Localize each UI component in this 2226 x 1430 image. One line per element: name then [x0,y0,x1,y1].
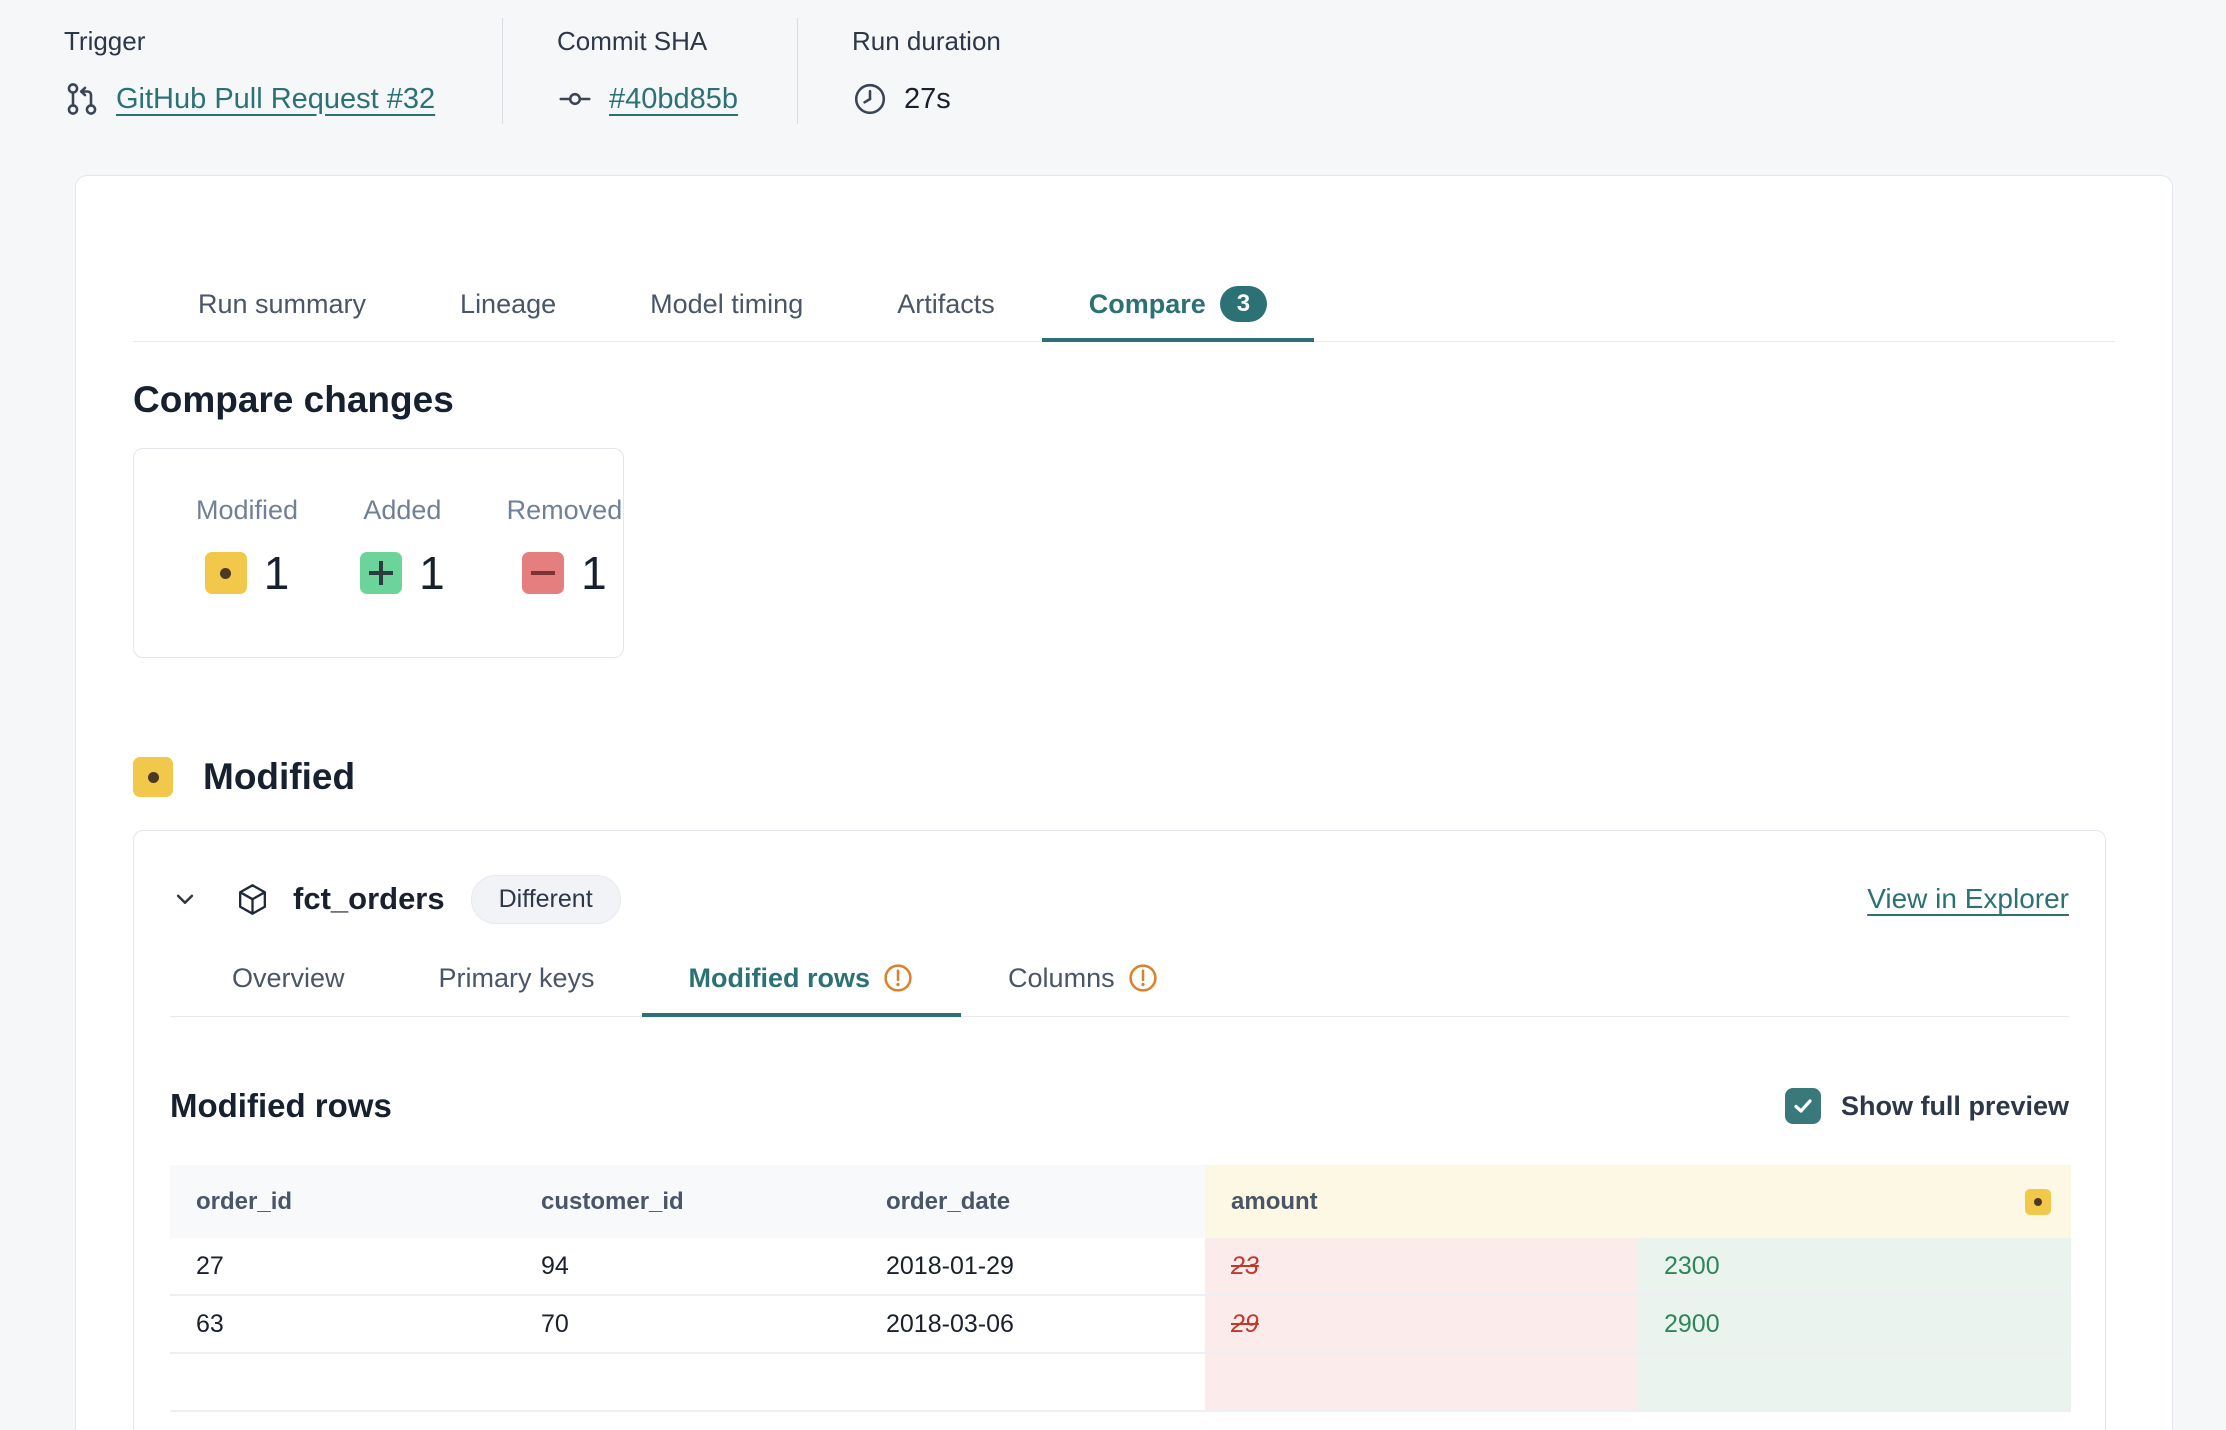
model-cube-icon [234,881,271,918]
stat-modified-label: Modified [196,495,299,525]
modified-section-icon [133,757,173,797]
tab-model-timing[interactable]: Model timing [650,288,804,319]
commit-icon [557,81,593,117]
table-cell: 94 [515,1238,860,1296]
model-tab-columns[interactable]: Columns [961,943,1206,1017]
table-cell: 63 [170,1296,515,1354]
column-header-order-date: order_date [860,1165,1205,1238]
compare-changes-heading: Compare changes [133,379,454,420]
warning-icon [1127,962,1159,994]
column-header-amount: amount [1205,1165,2071,1238]
show-full-preview-label: Show full preview [1840,1090,2069,1121]
table-cell [170,1354,515,1412]
stat-added-value: 1 [419,547,445,599]
modified-rows-panel: Modified rows Show full preview order_id… [134,1087,2105,1412]
compare-summary-card: Modified 1 Added 1 Removed 1 [133,448,624,658]
checkbox-checked-icon[interactable] [1784,1088,1821,1124]
table-cell-new-value [1638,1354,2071,1412]
collapse-toggle[interactable] [170,884,200,914]
modified-icon [204,552,247,594]
pull-request-icon [64,81,100,117]
compare-count-badge: 3 [1219,285,1268,323]
table-cell [860,1354,1205,1412]
chevron-down-icon [170,884,200,914]
run-meta-header: Trigger GitHub Pull Request #32 Commit S… [64,18,1001,124]
table-cell: 70 [515,1296,860,1354]
table-cell-old-value: 29 [1205,1296,1638,1354]
trigger-link[interactable]: GitHub Pull Request #32 [116,82,436,115]
warning-icon [882,962,914,994]
stat-removed-label: Removed [506,495,623,525]
model-tab-overview[interactable]: Overview [232,962,345,993]
tab-lineage[interactable]: Lineage [460,288,557,319]
run-detail-card: Run summary Lineage Model timing Artifac… [75,175,2173,1430]
duration-value: 27s [904,82,951,115]
model-tabs: Overview Primary keys Modified rows [170,943,2069,1017]
table-cell-new-value: 2300 [1638,1238,2071,1296]
show-full-preview-toggle[interactable]: Show full preview [1784,1088,2069,1124]
stat-modified-value: 1 [263,547,290,599]
tab-compare[interactable]: Compare 3 [1041,270,1315,342]
modified-section-title: Modified [133,756,2115,798]
table-cell-old-value [1205,1354,1638,1412]
run-tabs: Run summary Lineage Model timing Artifac… [133,270,2115,342]
modified-rows-heading: Modified rows [170,1087,392,1124]
clock-icon [852,81,888,117]
modified-column-icon [2025,1188,2051,1215]
table-cell-old-value: 23 [1205,1238,1638,1296]
table-cell: 27 [170,1238,515,1296]
trigger-meta: Trigger GitHub Pull Request #32 [64,18,502,124]
tab-artifacts[interactable]: Artifacts [897,288,995,319]
stat-modified: Modified 1 [196,495,298,657]
commit-label: Commit SHA [557,26,708,56]
model-header: fct_orders Different View in Explorer [134,831,2105,929]
table-cell [515,1354,860,1412]
stat-added-label: Added [363,495,442,525]
column-header-order-id: order_id [170,1165,515,1238]
modified-section-heading: Modified [203,756,356,797]
model-status-badge: Different [470,874,621,924]
model-name: fct_orders [293,881,445,916]
model-card-fct-orders: fct_orders Different View in Explorer Ov… [133,830,2106,1430]
tab-run-summary[interactable]: Run summary [198,288,367,319]
commit-sha-link[interactable]: #40bd85b [609,82,739,115]
stat-removed: Removed 1 [507,495,623,657]
stat-removed-value: 1 [581,547,607,599]
model-tab-modified-rows[interactable]: Modified rows [641,943,962,1017]
table-cell: 2018-01-29 [860,1238,1205,1296]
commit-meta: Commit SHA #40bd85b [502,18,797,124]
duration-label: Run duration [852,26,1001,56]
table-cell: 2018-03-06 [860,1296,1205,1354]
stat-added: Added 1 [360,495,445,657]
modified-rows-table: order_id customer_id order_date amount 2… [170,1165,2071,1412]
column-header-customer-id: customer_id [515,1165,860,1238]
view-in-explorer-link[interactable]: View in Explorer [1867,883,2069,914]
table-cell-new-value: 2900 [1638,1296,2071,1354]
model-tab-primary-keys[interactable]: Primary keys [438,962,595,993]
duration-meta: Run duration 27s [797,18,1001,124]
added-icon [360,552,403,594]
trigger-label: Trigger [64,26,146,56]
removed-icon [522,552,565,594]
